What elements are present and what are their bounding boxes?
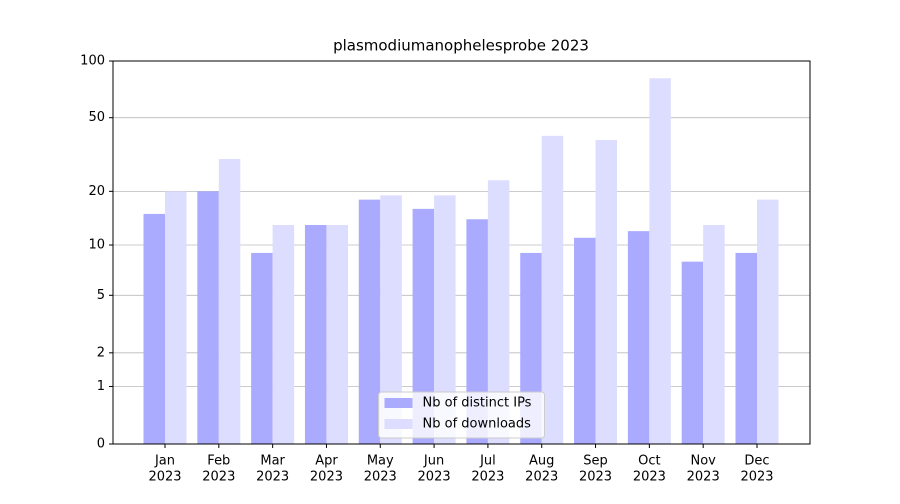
x-tick-label: May	[367, 454, 394, 469]
y-tick-label: 50	[88, 110, 105, 125]
plot-frame	[112, 60, 811, 445]
x-tick-label: 2023	[471, 470, 504, 485]
x-tick-label: 2023	[633, 470, 666, 485]
bar	[649, 78, 671, 444]
x-tick-label: 2023	[525, 470, 558, 485]
x-tick-label: Apr	[315, 454, 338, 469]
bar	[304, 224, 327, 444]
x-tick-label: 2023	[202, 470, 235, 485]
x-tick-label: Feb	[207, 454, 230, 469]
bar	[251, 252, 273, 444]
y-tick-label: 0	[97, 437, 105, 452]
x-tick-label: Jun	[423, 454, 444, 469]
bar	[466, 219, 488, 444]
legend-label: Nb of distinct IPs	[423, 396, 532, 411]
x-tick-label: 2023	[740, 470, 773, 485]
y-tick-label: 2	[97, 345, 105, 360]
bar	[358, 199, 381, 444]
bar	[681, 261, 704, 444]
legend-box	[378, 391, 545, 439]
y-tick-label: 20	[88, 184, 105, 199]
y-tick-label: 100	[80, 54, 105, 69]
bar	[703, 224, 725, 444]
x-tick-label: Dec	[744, 454, 769, 469]
legend-swatch	[384, 398, 413, 408]
bar	[541, 135, 564, 444]
x-tick-label: Sep	[583, 454, 608, 469]
x-tick-label: Aug	[529, 454, 554, 469]
y-tick-label: 1	[97, 379, 105, 394]
x-tick-label: 2023	[148, 470, 181, 485]
x-tick-label: 2023	[579, 470, 612, 485]
bar	[143, 213, 165, 444]
bar	[757, 199, 779, 444]
y-tick-label: 5	[97, 288, 105, 303]
bar	[735, 252, 757, 444]
x-tick-label: Nov	[690, 454, 716, 469]
bar	[197, 191, 219, 444]
bar	[627, 231, 650, 444]
x-tick-label: Mar	[260, 454, 285, 469]
x-tick-label: 2023	[310, 470, 343, 485]
chart-title: plasmodiumanophelesprobe 2023	[333, 37, 589, 55]
x-tick-label: Jan	[154, 454, 175, 469]
y-tick-label: 10	[88, 238, 105, 253]
bar	[380, 195, 402, 444]
x-tick-label: 2023	[364, 470, 397, 485]
x-tick-label: 2023	[687, 470, 720, 485]
bar	[326, 224, 348, 444]
bar	[574, 237, 596, 444]
x-tick-label: 2023	[418, 470, 451, 485]
bar	[434, 195, 456, 444]
bar	[487, 180, 510, 445]
bar	[595, 139, 618, 444]
x-tick-label: Jul	[479, 454, 496, 469]
bar	[165, 191, 187, 444]
x-tick-label: Oct	[638, 454, 660, 469]
legend-swatch	[384, 419, 413, 429]
x-tick-label: 2023	[256, 470, 289, 485]
bar	[218, 159, 241, 444]
legend-label: Nb of downloads	[423, 417, 532, 432]
bar	[412, 208, 435, 444]
bar	[272, 224, 295, 444]
